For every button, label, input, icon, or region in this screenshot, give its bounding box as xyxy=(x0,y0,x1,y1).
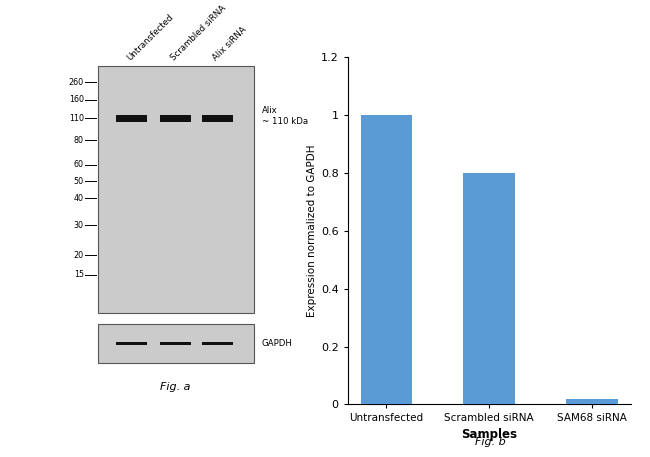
Bar xyxy=(116,115,148,122)
Bar xyxy=(202,342,233,345)
Bar xyxy=(160,115,191,122)
Bar xyxy=(98,324,254,363)
Bar xyxy=(566,399,618,404)
Text: 110: 110 xyxy=(69,114,84,122)
Bar xyxy=(202,115,233,122)
X-axis label: Samples: Samples xyxy=(461,428,517,441)
Text: 50: 50 xyxy=(73,176,84,186)
Text: GAPDH: GAPDH xyxy=(261,340,292,348)
Bar xyxy=(361,115,412,404)
Y-axis label: Expression normalized to GAPDH: Expression normalized to GAPDH xyxy=(307,144,317,317)
Text: 20: 20 xyxy=(73,250,84,260)
Text: 30: 30 xyxy=(74,221,84,230)
Bar xyxy=(463,173,515,404)
Text: 160: 160 xyxy=(69,95,84,104)
Text: Untransfected: Untransfected xyxy=(125,13,176,63)
Text: 260: 260 xyxy=(69,78,84,87)
Bar xyxy=(116,342,148,345)
Text: 15: 15 xyxy=(73,270,84,279)
Text: Alix
~ 110 kDa: Alix ~ 110 kDa xyxy=(261,106,307,126)
Bar xyxy=(98,66,254,313)
Text: 80: 80 xyxy=(74,136,84,145)
Text: Alix siRNA: Alix siRNA xyxy=(211,25,248,63)
Bar xyxy=(160,342,191,345)
Text: Scrambled siRNA: Scrambled siRNA xyxy=(169,4,228,63)
Text: Fig. a: Fig. a xyxy=(161,382,190,392)
Text: Fig. b: Fig. b xyxy=(475,437,506,447)
Text: 60: 60 xyxy=(74,160,84,170)
Text: 40: 40 xyxy=(74,194,84,203)
